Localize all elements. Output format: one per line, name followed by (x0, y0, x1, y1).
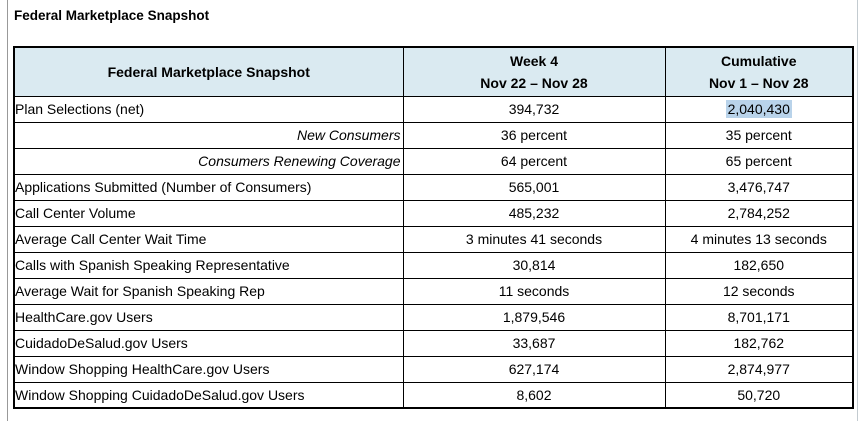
col-header-week4: Week 4 Nov 22 – Nov 28 (402, 46, 666, 97)
row-label: Average Call Center Wait Time (13, 225, 404, 253)
page-edge-guide-right (857, 0, 858, 421)
col-header-metric: Federal Marketplace Snapshot (13, 46, 404, 97)
col-header-cumulative-title: Cumulative (721, 52, 797, 69)
cumulative-value: 182,650 (664, 251, 854, 279)
week-value: 1,879,546 (402, 303, 666, 331)
col-header-week4-dates: Nov 22 – Nov 28 (480, 74, 588, 91)
week-value: 11 seconds (402, 277, 666, 305)
table-row: New Consumers 36 percent 35 percent (13, 121, 854, 149)
table-row: HealthCare.gov Users 1,879,546 8,701,171 (13, 303, 854, 331)
col-header-week4-title: Week 4 (510, 52, 558, 69)
cumulative-value: 3,476,747 (664, 173, 854, 201)
row-label: Call Center Volume (13, 199, 404, 227)
cumulative-value: 4 minutes 13 seconds (664, 225, 854, 253)
table-row: Plan Selections (net) 394,732 2,040,430 (13, 95, 854, 123)
table-row: Average Call Center Wait Time 3 minutes … (13, 225, 854, 253)
row-label: Window Shopping HealthCare.gov Users (13, 355, 404, 383)
table-row: Applications Submitted (Number of Consum… (13, 173, 854, 201)
week-value: 64 percent (402, 147, 666, 175)
table-row: CuidadoDeSalud.gov Users 33,687 182,762 (13, 329, 854, 357)
week-value: 627,174 (402, 355, 666, 383)
row-label: CuidadoDeSalud.gov Users (13, 329, 404, 357)
table-row: Consumers Renewing Coverage 64 percent 6… (13, 147, 854, 175)
week-value: 36 percent (402, 121, 666, 149)
row-label: Consumers Renewing Coverage (13, 147, 404, 175)
cumulative-value: 182,762 (664, 329, 854, 357)
week-value: 3 minutes 41 seconds (402, 225, 666, 253)
table-header-row: Federal Marketplace Snapshot Week 4 Nov … (13, 46, 854, 97)
row-label: Average Wait for Spanish Speaking Rep (13, 277, 404, 305)
cumulative-value: 2,040,430 (664, 95, 854, 123)
selected-text-highlight: 2,040,430 (725, 100, 792, 118)
cumulative-value: 2,784,252 (664, 199, 854, 227)
table-row: Call Center Volume 485,232 2,784,252 (13, 199, 854, 227)
row-label: Calls with Spanish Speaking Representati… (13, 251, 404, 279)
col-header-cumulative: Cumulative Nov 1 – Nov 28 (664, 46, 854, 97)
week-value: 485,232 (402, 199, 666, 227)
row-label: HealthCare.gov Users (13, 303, 404, 331)
row-label: New Consumers (13, 121, 404, 149)
cumulative-value: 35 percent (664, 121, 854, 149)
week-value: 8,602 (402, 381, 666, 409)
week-value: 565,001 (402, 173, 666, 201)
col-header-metric-title: Federal Marketplace Snapshot (107, 63, 310, 80)
page-edge-guide-left (7, 0, 8, 421)
cumulative-value: 12 seconds (664, 277, 854, 305)
cumulative-value: 50,720 (664, 381, 854, 409)
col-header-cumulative-dates: Nov 1 – Nov 28 (708, 74, 809, 91)
row-label: Plan Selections (net) (13, 95, 404, 123)
table-row: Average Wait for Spanish Speaking Rep 11… (13, 277, 854, 305)
cumulative-value: 65 percent (664, 147, 854, 175)
week-value: 394,732 (402, 95, 666, 123)
row-label: Window Shopping CuidadoDeSalud.gov Users (13, 381, 404, 409)
week-value: 33,687 (402, 329, 666, 357)
cumulative-value: 2,874,977 (664, 355, 854, 383)
federal-marketplace-snapshot-table: Federal Marketplace Snapshot Week 4 Nov … (13, 46, 854, 409)
page-title: Federal Marketplace Snapshot (14, 8, 210, 23)
week-value: 30,814 (402, 251, 666, 279)
cumulative-value: 8,701,171 (664, 303, 854, 331)
table-row: Calls with Spanish Speaking Representati… (13, 251, 854, 279)
table-row: Window Shopping CuidadoDeSalud.gov Users… (13, 381, 854, 409)
row-label: Applications Submitted (Number of Consum… (13, 173, 404, 201)
table-row: Window Shopping HealthCare.gov Users 627… (13, 355, 854, 383)
